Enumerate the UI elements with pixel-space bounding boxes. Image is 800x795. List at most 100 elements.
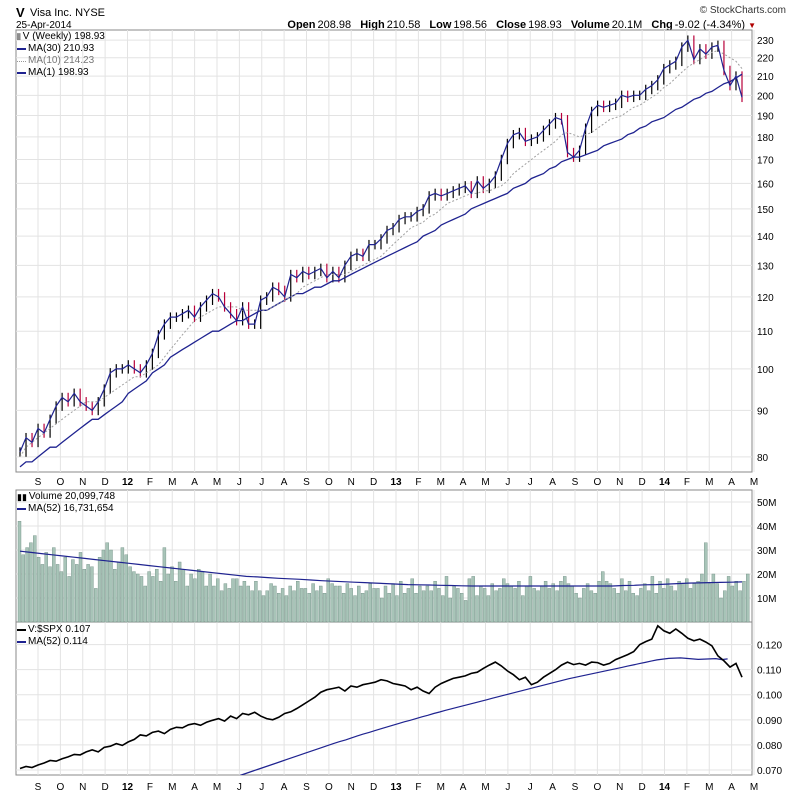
x-tick-label: J [259,782,264,793]
volume-bar [570,585,574,623]
volume-bar [59,571,64,623]
volume-bar [143,585,148,623]
volume-bar [315,590,319,623]
x-tick-label: F [415,782,421,793]
volume-bar [303,588,308,623]
legend-ratio-text: V:$SPX 0.107 [28,624,91,635]
legend-volume-text: Volume 20,099,748 [28,491,116,502]
x-tick-label: S [572,477,579,488]
volume-bar [414,593,418,623]
volume-bar [242,581,247,623]
volume-bar [235,578,239,623]
x-tick-label: 12 [122,477,134,488]
volume-bar [471,576,475,623]
x-tick-label: A [549,477,556,488]
down-triangle-icon: ▼ [748,21,756,30]
x-tick-label: N [616,782,623,793]
ma1-line [19,39,743,453]
x-tick-label: 13 [390,477,402,488]
volume-bar [582,588,586,623]
high-label: High [360,19,385,31]
volume-bar [532,588,536,623]
x-tick-label: A [191,782,198,793]
volume-bar [627,581,632,623]
volume-bar [654,593,658,623]
volume-bar [410,578,414,623]
volume-ma-line [19,550,743,587]
x-tick-label: 14 [659,477,671,488]
volume-bar [166,573,170,623]
volume-bar [74,564,79,623]
x-tick-label: D [102,782,109,793]
exchange-label: NYSE [75,7,106,19]
volume-bar [513,588,517,623]
x-tick-label: O [56,477,64,488]
x-tick-label: D [639,477,646,488]
volume-bar [631,593,635,623]
volume-bar [113,569,117,623]
y-tick-label: 180 [757,133,774,144]
volume-bar [116,561,121,623]
y-tick-label: 20M [757,570,776,581]
volume-bar [692,583,696,623]
vol-ma-swatch [17,508,26,510]
volume-bar [486,595,491,623]
volume-bar [364,590,369,623]
legend-vol-ma-text: MA(52) 16,731,654 [28,503,114,514]
volume-bar [63,557,67,623]
volume-bar [250,590,254,623]
y-tick-label: 120 [757,293,774,304]
volume-bar [475,595,479,623]
volume-bar [78,552,83,623]
ratio-ma-swatch [17,641,26,643]
volume-bar [578,597,582,623]
volume-bar [555,590,559,623]
volume-bar [734,581,738,623]
ratio-legend: V:$SPX 0.107 MA(52) 0.114 [17,624,90,648]
volume-bar [330,583,334,623]
legend-ma10: MA(10) 214.23 [17,55,105,67]
x-tick-label: S [572,782,579,793]
legend-price: ⫴ V (Weekly) 198.93 [17,31,105,43]
volume-bar [726,576,731,623]
x-tick-label: 12 [122,782,134,793]
volume-bar [543,581,548,623]
x-tick-label: M [437,477,445,488]
volume-bar [238,585,243,623]
x-tick-label: 13 [390,782,402,793]
x-tick-label: A [460,477,467,488]
y-tick-label: 0.110 [757,666,782,677]
y-tick-label: 0.070 [757,766,782,777]
volume-bar [421,590,426,623]
x-tick-label: N [79,477,86,488]
x-tick-label: M [750,477,758,488]
y-tick-label: 0.080 [757,741,782,752]
volume-bar [635,595,639,623]
volume-bar [715,583,719,623]
close-label: Close [496,19,527,31]
volume-bar [509,585,513,623]
volume-bar [299,588,304,623]
volume-bar [90,566,94,623]
volume-bar [597,581,601,623]
y-tick-label: 220 [757,54,774,65]
volume-bar [380,597,384,623]
x-tick-label: A [460,782,467,793]
volume-bar [280,588,285,623]
x-tick-label: F [684,477,690,488]
legend-ma1: MA(1) 198.93 [17,67,105,79]
volume-bar [135,573,140,623]
ma10-swatch [17,60,26,62]
volume-bar [490,583,494,623]
volume-bar [383,585,388,623]
legend-price-text: V (Weekly) 198.93 [22,31,105,42]
volume-bar [273,585,277,623]
y-tick-label: 200 [757,91,774,102]
volume-bar [189,573,193,623]
volume-bar [746,573,750,623]
x-tick-label: 14 [659,782,671,793]
volume-bar [319,585,323,623]
ma30-line [19,73,743,468]
x-tick-label: S [303,782,310,793]
